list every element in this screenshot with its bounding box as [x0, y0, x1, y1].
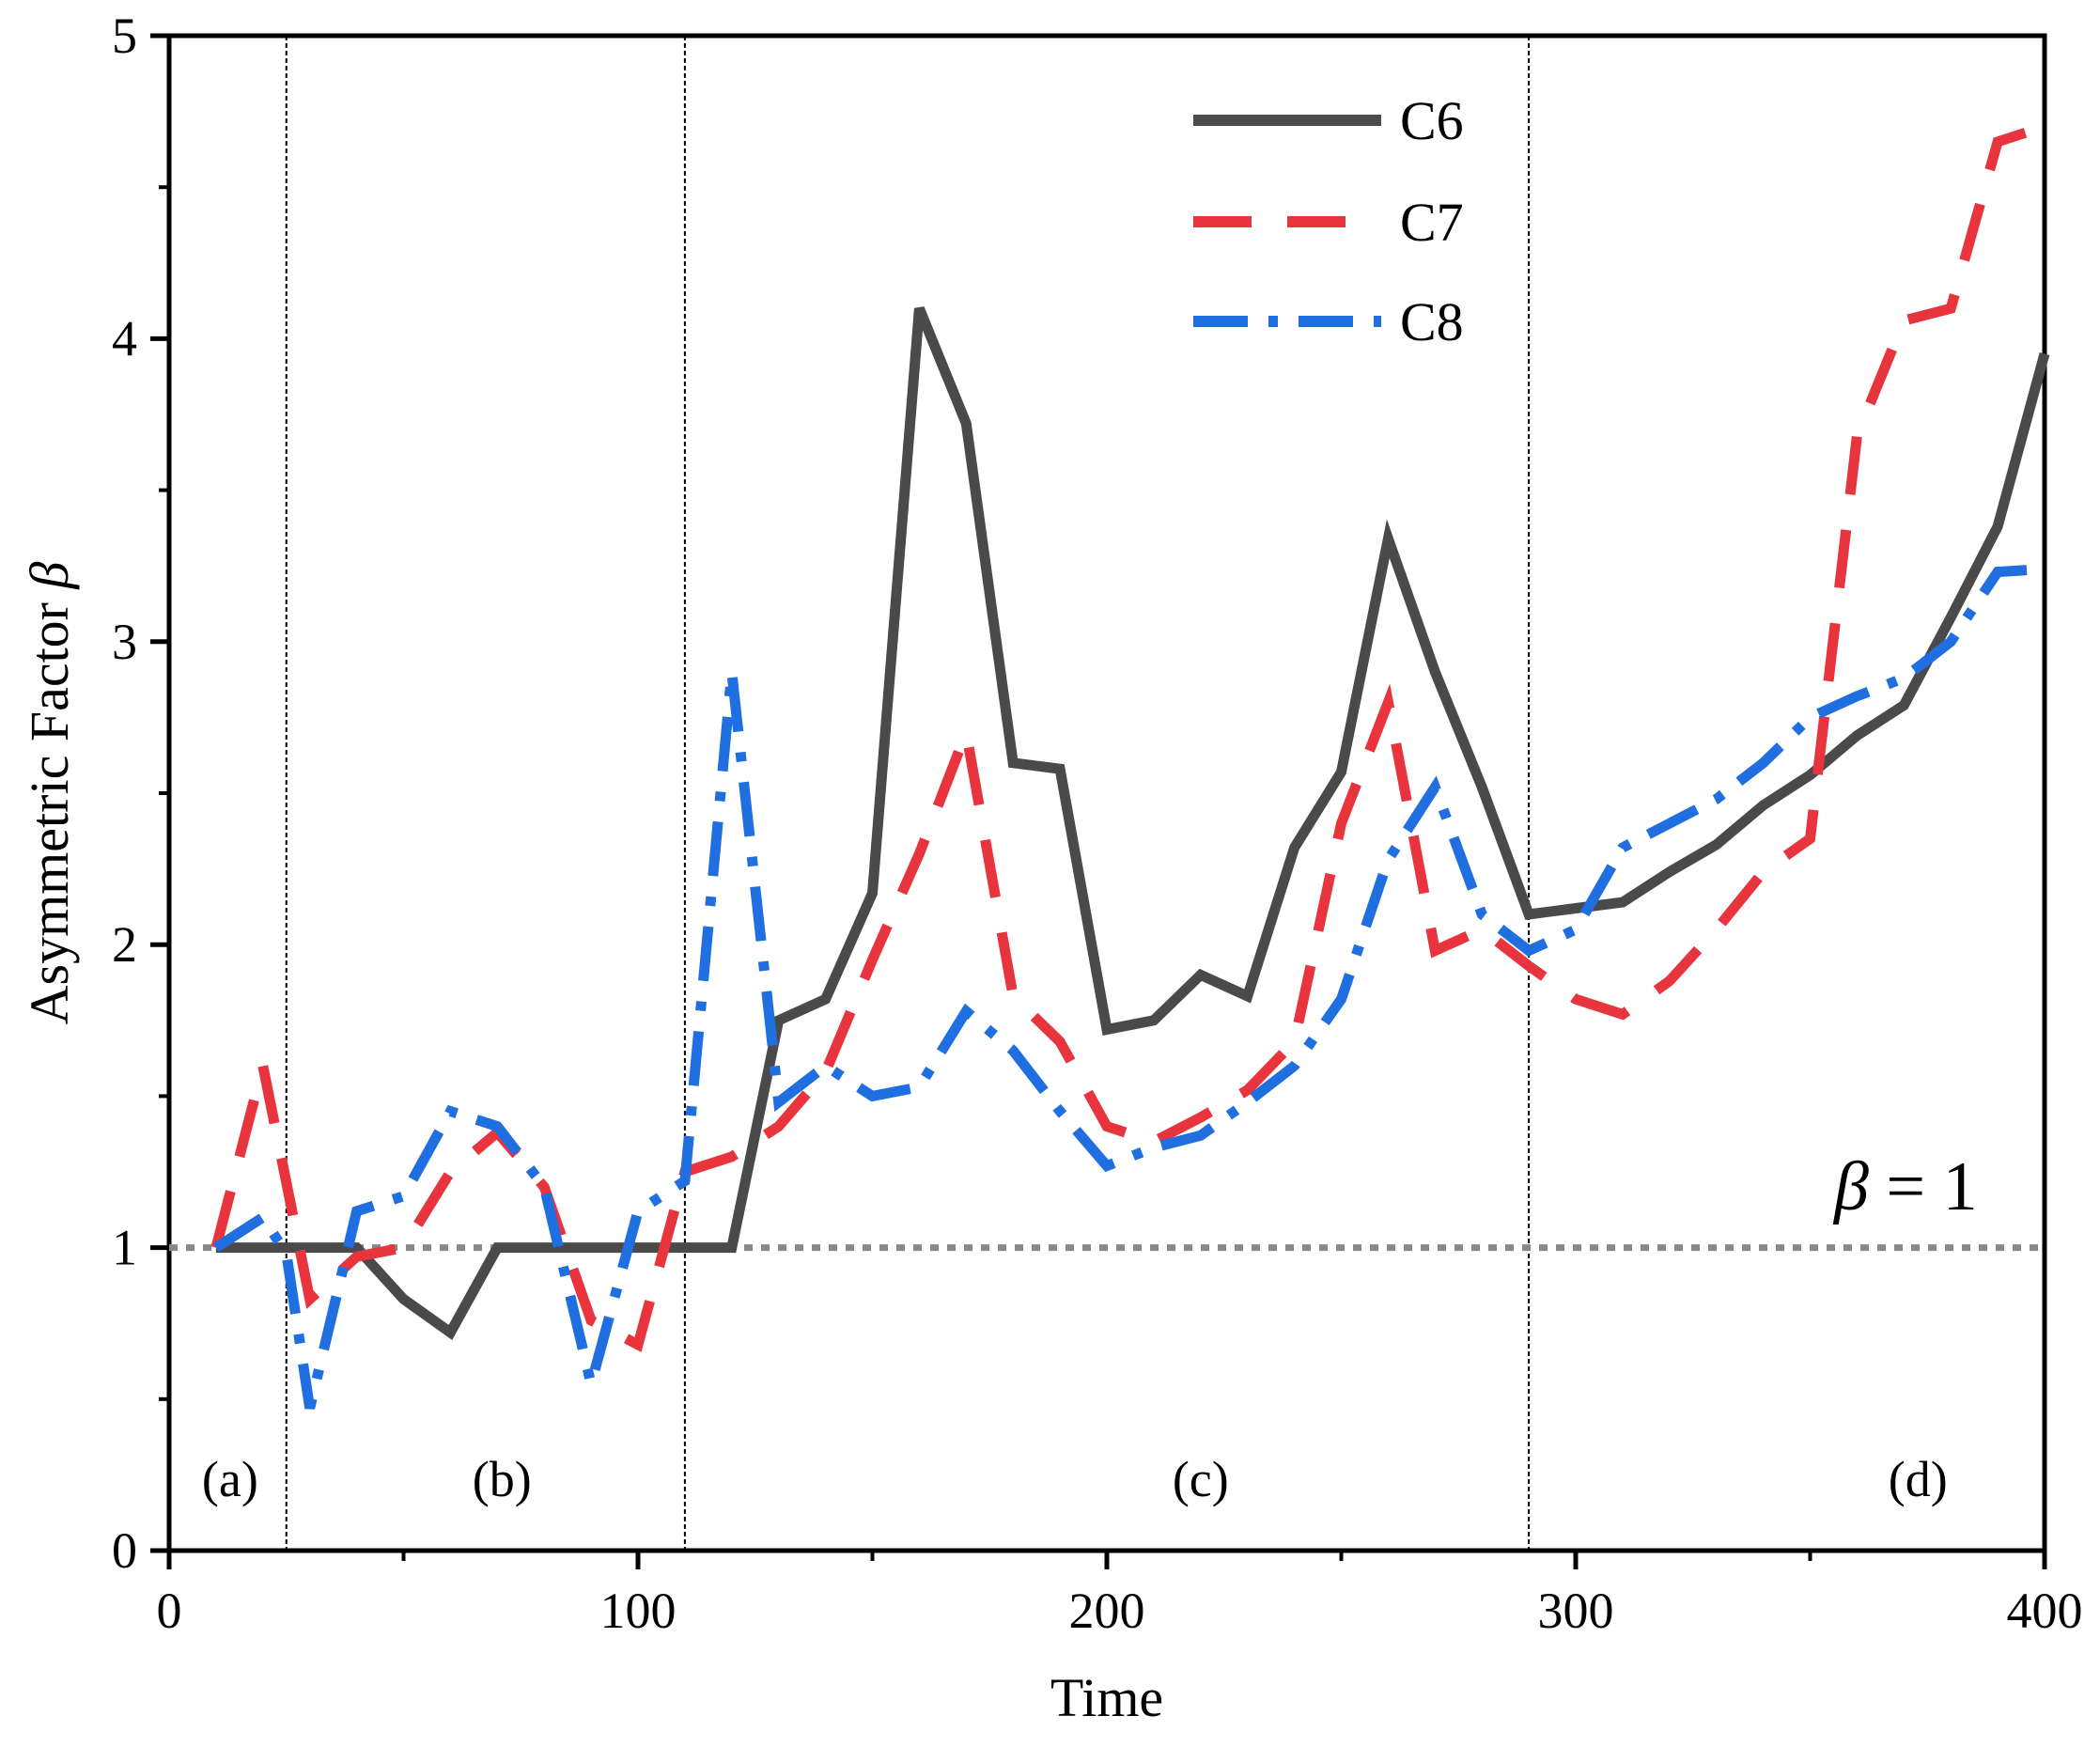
x-axis-title: Time [1050, 1667, 1163, 1728]
x-tick-label: 300 [1538, 1583, 1614, 1639]
y-tick-label: 1 [112, 1220, 137, 1276]
reference-line-label: β = 1 [1832, 1148, 1978, 1225]
phase-label: (a) [202, 1451, 258, 1507]
phase-boundary-lines [285, 36, 1531, 1551]
legend-label-c8: C8 [1400, 291, 1464, 352]
phase-label: (d) [1889, 1451, 1948, 1507]
series-lines [210, 121, 2050, 1410]
x-tick-label: 400 [2007, 1583, 2083, 1639]
phase-label: (b) [473, 1451, 532, 1507]
phase-labels: (a) (b) (c) (d) [202, 1451, 1948, 1507]
legend-label-c7: C7 [1400, 192, 1464, 253]
x-tick-label: 100 [600, 1583, 677, 1639]
legend: C6 C7 C8 [1193, 90, 1464, 352]
y-axis-title: Asymmetric Factor β [19, 562, 80, 1025]
series-line-c8 [212, 563, 2046, 1410]
axis-ticks: 0 100 200 300 400 0 1 2 3 4 5 [112, 8, 2083, 1639]
legend-label-c6: C6 [1400, 90, 1464, 151]
y-tick-label: 0 [112, 1522, 137, 1579]
y-tick-label: 5 [112, 8, 137, 64]
y-tick-label: 3 [112, 614, 137, 670]
x-tick-label: 200 [1069, 1583, 1145, 1639]
y-tick-label: 2 [112, 916, 137, 973]
series-line-c7 [210, 121, 2046, 1352]
series-line-c6 [215, 306, 2050, 1340]
x-tick-label: 0 [157, 1583, 182, 1639]
y-tick-label: 4 [112, 310, 137, 367]
phase-label: (c) [1173, 1451, 1229, 1507]
